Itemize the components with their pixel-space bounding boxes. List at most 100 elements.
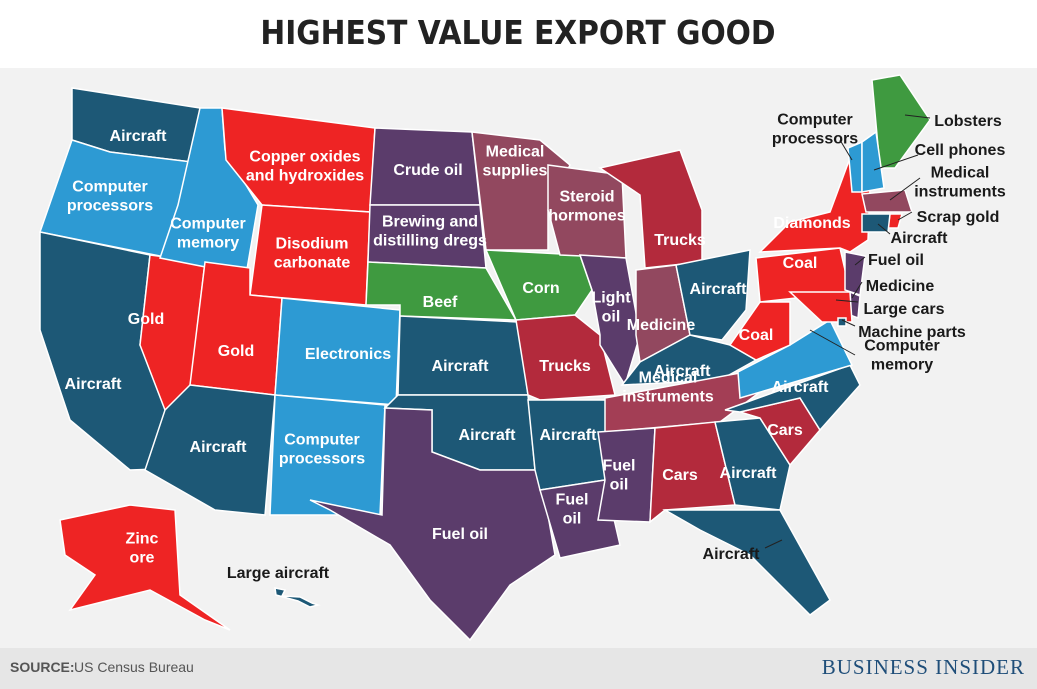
- state-label: Trucks: [539, 358, 591, 375]
- state-label: Fuel: [603, 458, 636, 475]
- state-label: Cars: [662, 467, 698, 484]
- leader-line: [873, 154, 919, 171]
- state-label: Aircraft: [459, 427, 517, 444]
- state-label: Brewing and: [382, 214, 478, 231]
- state: [649, 421, 736, 524]
- state-label: Aircraft: [772, 379, 830, 396]
- state-label: processors: [772, 131, 858, 148]
- leader-line: [841, 319, 856, 327]
- state-label: oil: [602, 309, 621, 326]
- state: [861, 189, 914, 213]
- leader-line: [764, 539, 783, 549]
- state: [861, 130, 885, 193]
- brand: BUSINESS INSIDER: [822, 655, 1025, 679]
- state-label: processors: [67, 198, 153, 215]
- state: [274, 587, 321, 608]
- footer: [0, 648, 1037, 689]
- state-label: supplies: [483, 163, 548, 180]
- state: [59, 504, 231, 631]
- leader-line: [889, 177, 921, 201]
- leader-line: [877, 223, 891, 235]
- state: [788, 291, 853, 323]
- state-label: distilling dregs: [373, 233, 487, 250]
- state: [675, 249, 751, 341]
- state-label: Computer: [170, 216, 246, 233]
- state-label: instruments: [622, 389, 714, 406]
- leader-line: [839, 139, 853, 161]
- state-label: processors: [279, 451, 365, 468]
- state-label: Medicine: [627, 317, 696, 334]
- state-label: Aircraft: [690, 281, 748, 298]
- state-label: and hydroxides: [246, 168, 364, 185]
- state-label: Cars: [767, 422, 803, 439]
- state-label: Aircraft: [654, 363, 712, 380]
- labels: Aircraft Computer processors Aircraft Gold Co…: [65, 112, 1006, 583]
- leader-line: [809, 329, 856, 356]
- title: HIGHEST VALUE EXPORT GOOD: [260, 13, 775, 52]
- state-label: instruments: [914, 184, 1006, 201]
- state: [837, 317, 847, 327]
- state-label: Crude oil: [393, 162, 462, 179]
- leader-line: [851, 281, 863, 299]
- source-label: SOURCE:: [10, 659, 75, 675]
- state: [578, 254, 641, 387]
- state-label: Aircraft: [65, 376, 123, 393]
- state: [728, 301, 791, 361]
- state-label: Medicine: [866, 278, 935, 295]
- state-label: Aircraft: [540, 427, 598, 444]
- leader-line: [904, 114, 931, 119]
- state-label: Gold: [218, 343, 254, 360]
- state: [662, 509, 831, 616]
- state-label: Lobsters: [934, 113, 1002, 130]
- state-label: Medical: [639, 370, 698, 387]
- state-label: Aircraft: [110, 128, 168, 145]
- state: [539, 479, 621, 559]
- state: [597, 427, 656, 523]
- state-label: Zinc: [126, 531, 159, 548]
- state-label: Electronics: [305, 346, 391, 363]
- state: [861, 213, 891, 233]
- state-label: Coal: [739, 327, 774, 344]
- state-label: oil: [563, 511, 582, 528]
- state-label: ore: [130, 550, 155, 567]
- state-label: Beef: [423, 294, 458, 311]
- state-label: Fuel oil: [432, 526, 488, 543]
- state-label: Computer: [864, 338, 940, 355]
- state: [515, 314, 616, 401]
- state-label: Large cars: [864, 301, 945, 318]
- state-label: Aircraft: [432, 358, 490, 375]
- leader-line: [897, 211, 913, 221]
- state-label: Steroid: [559, 189, 614, 206]
- state-label: Aircraft: [190, 439, 248, 456]
- states: [39, 74, 931, 642]
- state-label: Aircraft: [703, 546, 761, 563]
- state-label: Scrap gold: [917, 209, 1000, 226]
- state: [844, 251, 866, 296]
- state-label: Gold: [128, 311, 164, 328]
- state-label: Computer: [777, 112, 853, 129]
- state-label: Medical: [931, 165, 990, 182]
- state-label: Machine parts: [858, 324, 966, 341]
- state-label: Fuel: [556, 492, 589, 509]
- state-label: Aircraft: [720, 465, 778, 482]
- state-label: Computer: [284, 432, 360, 449]
- state-label: Computer: [72, 179, 148, 196]
- state-label: oil: [610, 477, 629, 494]
- state: [714, 417, 791, 511]
- state-label: memory: [871, 357, 933, 374]
- source-text: US Census Bureau: [74, 659, 194, 675]
- state-label: Aircraft: [891, 230, 949, 247]
- state: [397, 315, 529, 396]
- state-label: Diamonds: [773, 215, 850, 232]
- state-label: Fuel oil: [868, 252, 924, 269]
- state-label: Large aircraft: [227, 565, 330, 582]
- state-label: Light: [591, 290, 631, 307]
- state-label: Disodium: [276, 236, 349, 253]
- state-label: Medical: [486, 144, 545, 161]
- state-label: memory: [177, 235, 239, 252]
- state-label: Copper oxides: [249, 149, 360, 166]
- state-label: hormones: [548, 208, 625, 225]
- leader-line: [854, 256, 866, 266]
